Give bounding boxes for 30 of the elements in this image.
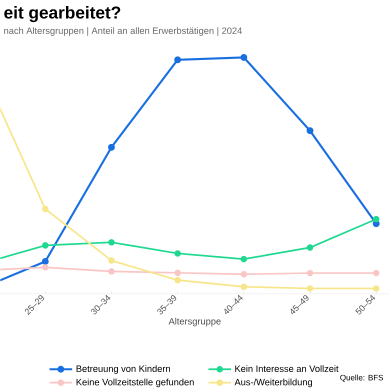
point	[42, 264, 49, 271]
point	[42, 242, 49, 249]
point	[174, 250, 182, 257]
legend-label: Keine Vollzeitstelle gefunden	[76, 378, 194, 388]
point	[174, 276, 182, 284]
point	[174, 270, 182, 276]
point	[240, 284, 248, 290]
point	[306, 270, 314, 276]
point	[240, 271, 248, 278]
point	[373, 270, 380, 276]
point	[108, 268, 115, 275]
legend-label: Aus-/Weiterbildung	[234, 378, 312, 388]
point	[174, 56, 182, 64]
point	[108, 257, 115, 264]
chart-title: eit gearbeitet?	[4, 6, 120, 22]
chart-subtitle: nach Altersgruppen | Anteil an allen Erwerbstätigen | 2024	[4, 27, 242, 36]
legend-label: Kein Interesse an Vollzeit	[235, 365, 339, 372]
point	[373, 216, 380, 222]
point	[373, 285, 380, 292]
point	[306, 244, 314, 251]
point	[240, 256, 248, 262]
point	[108, 239, 115, 246]
legend-label: Betreuung von Kindern	[76, 365, 170, 374]
x-axis-title: Altersgruppe	[168, 318, 221, 326]
point	[42, 258, 49, 265]
point	[306, 285, 314, 292]
point	[42, 206, 49, 212]
point	[108, 144, 116, 151]
point	[240, 54, 248, 61]
point	[306, 127, 314, 134]
